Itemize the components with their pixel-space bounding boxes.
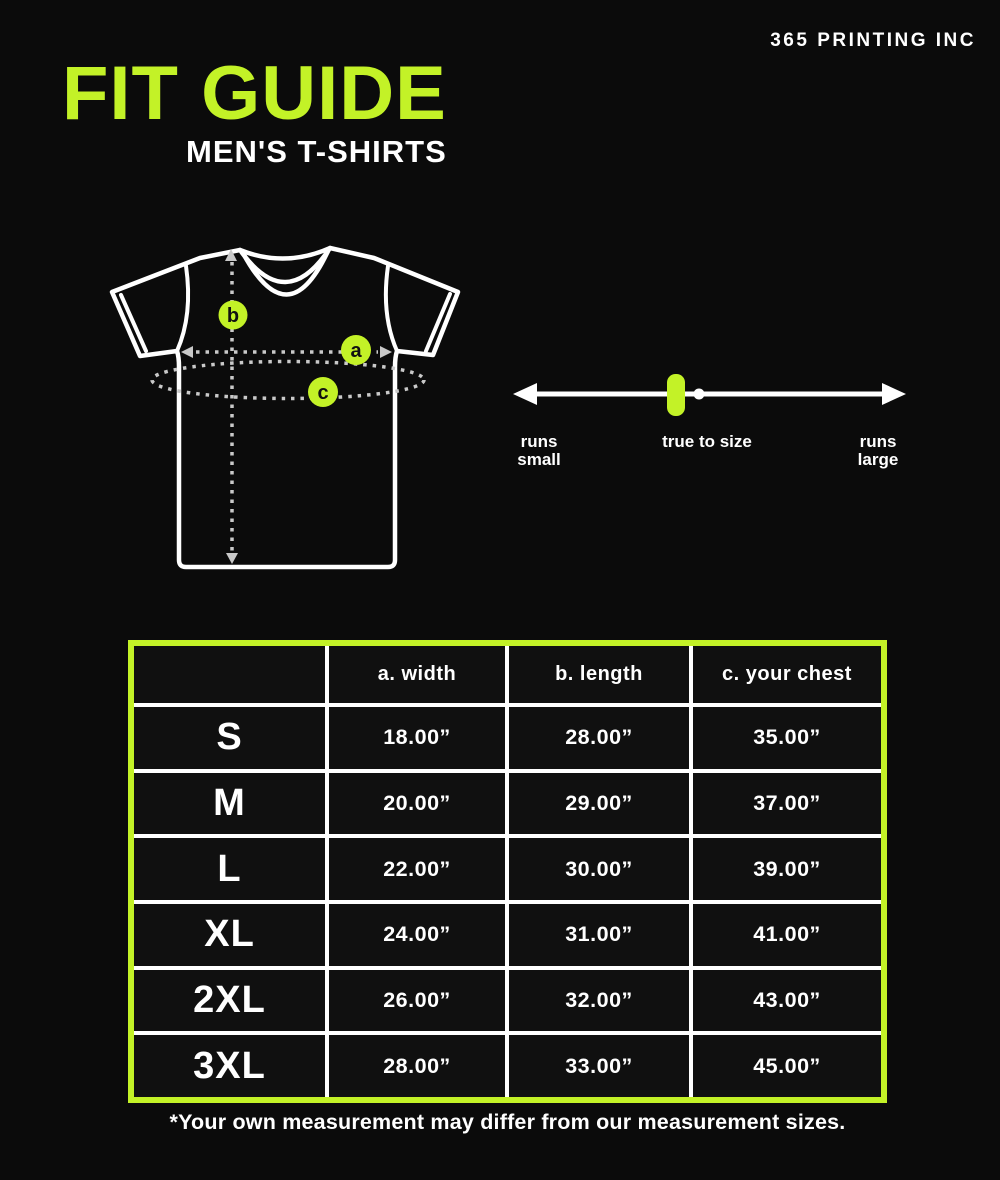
length-measure-line [225,249,238,564]
width-marker-a: a [341,335,371,365]
page-title: FIT GUIDE [62,51,447,136]
tshirt-outline [109,245,461,570]
table-row-length: 33.00” [509,1035,689,1097]
right-cuff-seam [424,292,452,353]
table-row-length: 29.00” [509,772,689,835]
chest-marker-c: c [308,377,338,407]
table-row-chest: 41.00” [693,904,881,966]
table-row-width: 18.00” [329,707,505,769]
table-row-size: XL [134,904,325,966]
table-row-chest: 43.00” [693,969,881,1032]
table-row-width: 26.00” [329,969,505,1032]
fit-scale [513,374,906,416]
right-armhole-seam [383,264,399,353]
size-table-header-empty [134,646,325,703]
table-row-chest: 37.00” [693,772,881,835]
page-subtitle: MEN'S T-SHIRTS [186,134,447,170]
runs-small-label: runs small [517,432,561,470]
left-cuff-seam [119,293,148,353]
table-row-size: 2XL [134,969,325,1032]
runs-large-label: runs large [857,432,899,470]
table-row-chest: 35.00” [693,707,881,769]
chest-marker-label: c [317,382,328,404]
size-table: a. width b. length c. your chest S 18.00… [128,640,887,1103]
table-row-length: 28.00” [509,707,689,769]
size-table-header-length: b. length [509,646,689,703]
table-row-width: 22.00” [329,838,505,900]
table-row-size: S [134,707,325,769]
table-row-chest: 39.00” [693,838,881,900]
fit-scale-dot [693,388,705,400]
table-row-size: 3XL [134,1035,325,1097]
length-marker-b: b [218,300,248,330]
chest-measure-ellipse [150,359,426,401]
left-armhole-seam [175,264,191,353]
table-row-chest: 45.00” [693,1035,881,1097]
tshirt-diagram: b a c [109,245,461,570]
table-row-length: 30.00” [509,838,689,900]
size-table-header-width: a. width [329,646,505,703]
brand-name: 365 PRINTING INC [770,30,976,51]
width-measure-line [181,346,392,358]
header-block: FIT GUIDE MEN'S T-SHIRTS [62,54,447,170]
collar-inner-line [240,248,331,297]
width-marker-label: a [350,340,362,362]
table-row-size: L [134,838,325,900]
table-row-size: M [134,772,325,835]
table-row-length: 31.00” [509,904,689,966]
fit-scale-indicator [667,374,685,416]
table-row-width: 20.00” [329,772,505,835]
fit-scale-arrow [513,383,906,405]
table-row-width: 28.00” [329,1035,505,1097]
true-to-size-label: true to size [662,432,752,451]
table-row-length: 32.00” [509,969,689,1032]
measurement-disclaimer: *Your own measurement may differ from ou… [169,1110,846,1134]
length-marker-label: b [227,305,239,327]
size-table-header-chest: c. your chest [693,646,881,703]
table-row-width: 24.00” [329,904,505,966]
